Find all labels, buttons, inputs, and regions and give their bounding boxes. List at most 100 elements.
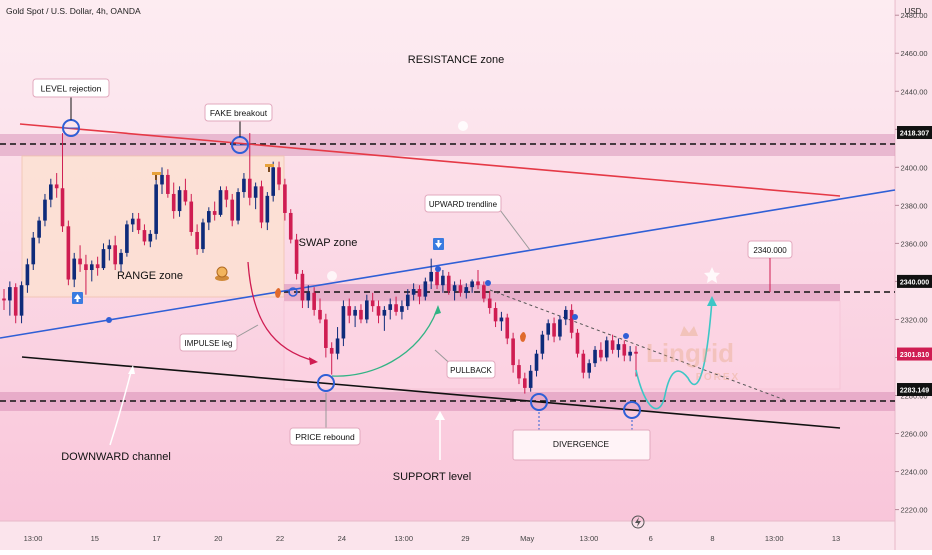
candle [160,167,164,194]
time-axis-panel [0,521,895,550]
fake-breakout-callout [204,103,273,122]
candle [517,359,521,385]
impulse-leg-label: IMPULSE leg [184,339,232,348]
candle-body [616,344,621,350]
candle [224,186,229,208]
candle [95,256,100,276]
top-dot-1 [485,280,491,286]
candle [335,327,340,360]
candle-body [599,349,603,358]
pullback-arrow [331,309,438,377]
candle-body [25,264,30,286]
fake-breakout-label: FAKE breakout [210,108,268,118]
up-arrow-icon [72,292,83,304]
candle-body [294,239,299,274]
candle-body [113,245,117,265]
candle [72,252,77,288]
candle [616,338,621,358]
candle [218,186,223,217]
x-tick-label: 22 [276,534,284,543]
support-zone-band [0,392,895,411]
bell-icon [458,121,468,131]
candle [511,332,515,373]
candle-body [37,220,41,238]
candle [587,359,591,379]
candle [482,281,486,303]
candle [148,230,153,248]
candle-body [54,184,59,189]
candle [271,161,275,202]
candle-body [482,285,486,299]
candle [487,290,492,314]
x-tick-label: 13 [832,534,840,543]
candle [107,239,112,261]
upward-trendline-label: UPWARD trendline [429,200,498,209]
upward-trendline-callout [424,194,502,213]
candle [288,209,293,244]
price-tag-box [897,383,932,397]
candle-body [101,249,106,269]
candle-body [634,351,638,354]
candle [119,249,123,272]
candle [49,178,53,208]
candle [294,233,299,280]
candle [423,277,428,301]
candle [523,372,527,394]
candle [411,283,416,301]
candle-body [84,264,88,271]
candle-body [89,264,94,271]
swap-price-callout-label: 2340.000 [753,246,787,255]
candle [142,224,147,246]
candle-body [376,306,381,316]
impulse-leg-pointer [234,324,259,339]
x-tick-label: 15 [91,534,99,543]
candle [610,334,615,354]
x-tick-label: 13:00 [765,534,784,543]
candle-body [517,365,521,379]
time-axis[interactable]: 13:00 15 17 20 22 24 13:00 29 May 13:00 6 8 13:00 13 [24,534,841,543]
candle-body [212,211,217,215]
candle [505,313,510,345]
candle-body [60,188,65,227]
candle [125,220,129,257]
x-tick-label: 13:00 [580,534,599,543]
candle [101,243,106,271]
resistance-area-top-shade [0,0,895,134]
y-tick-label: 2380.00 [900,201,927,210]
candle-body [528,370,533,388]
candle [37,216,41,244]
watermark-brand: Lingrid [646,338,734,368]
candle [452,281,457,301]
fire-icon-1 [275,288,281,298]
trendline-touch-dot-2 [288,287,298,297]
downward-channel-line [21,356,841,429]
hammer-icon-1 [152,172,161,180]
candle [476,270,480,290]
candle-body [569,309,574,333]
candle-body [318,309,322,320]
candle [329,342,334,375]
candle-body [493,308,498,322]
candle-body [628,351,632,356]
candle-body [446,275,451,291]
y-tick-label: 2440.00 [900,87,927,96]
candle-body [218,190,223,215]
resistance-zone-label: RESISTANCE zone [408,54,504,66]
candle-body [523,378,527,388]
candle [405,289,410,310]
candle-body [300,273,305,301]
candle-body [265,195,270,223]
candle-body [400,306,404,312]
candle-body [359,309,363,320]
candle [417,285,422,305]
lightning-icon[interactable] [631,515,645,529]
candle-body [546,323,551,335]
candle [376,300,381,324]
range-zone-label: RANGE zone [117,270,183,282]
consolidation-box [283,300,841,390]
candle [306,285,311,309]
candle-body [166,174,170,194]
candle [493,302,498,328]
price-tag-resistance: 2418.307 [897,126,932,140]
